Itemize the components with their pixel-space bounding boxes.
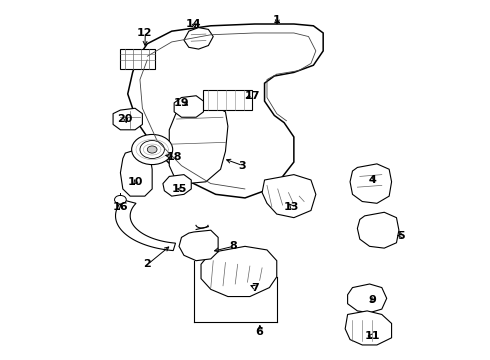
Bar <box>203 90 252 110</box>
Text: 18: 18 <box>167 152 182 162</box>
Text: 7: 7 <box>251 283 259 293</box>
Text: 6: 6 <box>256 327 264 337</box>
Polygon shape <box>345 311 392 345</box>
Polygon shape <box>184 28 213 49</box>
Text: 13: 13 <box>284 202 299 212</box>
Text: 20: 20 <box>118 114 133 124</box>
Polygon shape <box>121 148 152 196</box>
Text: 15: 15 <box>172 184 187 194</box>
Circle shape <box>140 140 164 158</box>
Polygon shape <box>169 107 228 184</box>
Polygon shape <box>347 284 387 313</box>
Text: 19: 19 <box>173 98 189 108</box>
Text: 10: 10 <box>127 177 143 187</box>
Polygon shape <box>128 24 323 198</box>
Polygon shape <box>179 230 218 261</box>
Text: 1: 1 <box>273 15 281 26</box>
Text: 4: 4 <box>368 175 376 185</box>
Polygon shape <box>116 200 175 251</box>
Text: 2: 2 <box>144 259 151 269</box>
Text: 16: 16 <box>113 202 128 212</box>
Polygon shape <box>163 175 191 196</box>
Circle shape <box>115 195 126 204</box>
Circle shape <box>132 134 172 165</box>
Text: 8: 8 <box>229 241 237 251</box>
Text: 17: 17 <box>245 91 260 101</box>
Polygon shape <box>350 164 392 203</box>
Polygon shape <box>113 108 143 130</box>
Polygon shape <box>262 175 316 218</box>
Text: 14: 14 <box>186 19 201 29</box>
Text: 12: 12 <box>137 28 152 38</box>
Text: 11: 11 <box>364 331 380 341</box>
Text: 5: 5 <box>397 231 405 240</box>
Circle shape <box>147 146 157 153</box>
Polygon shape <box>174 96 203 117</box>
Polygon shape <box>357 212 399 248</box>
Bar <box>121 49 155 69</box>
Text: 9: 9 <box>368 295 376 305</box>
Polygon shape <box>201 246 277 297</box>
Text: 3: 3 <box>239 161 246 171</box>
